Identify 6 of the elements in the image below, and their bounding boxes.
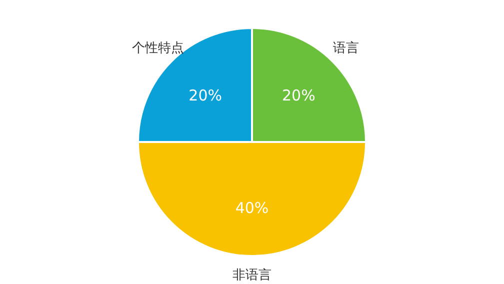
slice-label: 非语言	[232, 267, 272, 283]
slice-label: 个性特点	[132, 40, 184, 56]
slice-label: 语言	[333, 40, 360, 56]
data-label: 20%	[188, 86, 222, 104]
data-label: 40%	[235, 199, 269, 217]
data-label: 20%	[282, 86, 316, 104]
